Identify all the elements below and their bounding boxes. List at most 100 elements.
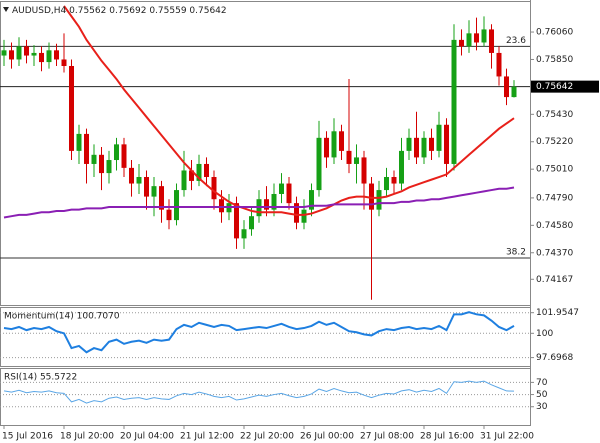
candle-body: [391, 177, 397, 184]
x-tick-label: 22 Jul 20:00: [240, 432, 294, 442]
candle-body: [354, 157, 359, 164]
last-open: 0.75562: [69, 6, 106, 16]
candle-body: [159, 186, 164, 210]
candle-body: [91, 154, 97, 164]
y-tick-label: 100: [536, 329, 553, 339]
candle-body: [376, 190, 382, 210]
candle-body: [346, 150, 352, 164]
candle-body: [204, 163, 209, 178]
indicator-title: Momentum(14) 100.7070: [4, 312, 120, 322]
y-tick-label: 0.76060: [536, 28, 573, 38]
candle-body: [406, 137, 412, 151]
x-tick-label: 20 Jul 04:00: [120, 432, 174, 442]
candle-body: [84, 133, 89, 164]
y-tick-label: 0.74580: [536, 221, 573, 231]
x-tick-label: 26 Jul 00:00: [300, 432, 354, 442]
last-low: 0.75559: [149, 6, 186, 16]
candle-body: [451, 39, 457, 164]
candle-body: [331, 131, 337, 158]
candle-body: [234, 203, 239, 239]
candle-body: [121, 144, 127, 168]
indicator-title: RSI(14) 55.5722: [4, 373, 77, 383]
y-tick-label: 0.75220: [536, 137, 573, 147]
x-tick-label: 21 Jul 12:00: [180, 432, 234, 442]
x-tick-label: 28 Jul 16:00: [420, 432, 474, 442]
candle-body: [39, 52, 44, 63]
x-tick-label: 15 Jul 2016: [2, 432, 53, 442]
y-tick-label: 0.75430: [536, 110, 573, 120]
y-tick-label: 0.74167: [536, 275, 573, 285]
candle-body: [421, 137, 427, 158]
candle-body: [211, 177, 217, 200]
candle-body: [181, 170, 187, 191]
candle-body: [114, 144, 119, 161]
candle-body: [189, 170, 194, 181]
candle-body: [474, 33, 479, 43]
candle-body: [144, 177, 149, 197]
y-tick-label: 101.9547: [536, 308, 579, 318]
candle-body: [399, 150, 404, 184]
candle-body: [466, 33, 472, 47]
candle-body: [31, 52, 37, 56]
candle-body: [46, 50, 52, 63]
candle-body: [324, 137, 329, 158]
candle-body: [99, 154, 104, 174]
x-tick-label: 18 Jul 20:00: [60, 432, 114, 442]
candle-body: [106, 160, 112, 174]
candle-body: [24, 46, 29, 56]
candle-body: [504, 76, 509, 98]
y-tick-label: 70: [536, 378, 548, 388]
candle-body: [316, 137, 322, 191]
candle-body: [369, 183, 374, 210]
x-tick-label: 27 Jul 08:00: [360, 432, 414, 442]
candle-body: [76, 133, 82, 151]
moving-average: [3, 186, 515, 219]
candle-body: [9, 50, 14, 60]
y-tick-label: 97.6968: [536, 353, 573, 363]
indicator-line: [3, 311, 515, 354]
price-label: 0.75642: [536, 82, 573, 92]
candle-body: [249, 216, 254, 230]
candle-body: [384, 177, 389, 191]
chart-title: AUDUSD,H4 0.75562 0.75692 0.75559 0.7564…: [12, 6, 227, 16]
candle-body: [429, 137, 434, 151]
candle-body: [301, 209, 307, 223]
candle-body: [414, 137, 419, 158]
candle-body: [1, 50, 7, 56]
candle-body: [174, 190, 179, 221]
candle-body: [339, 131, 344, 151]
candle-body: [196, 163, 202, 181]
candle-body: [151, 186, 157, 197]
y-tick-label: 30: [536, 402, 548, 412]
indicator-line: [3, 380, 515, 404]
y-tick-label: 50: [536, 390, 548, 400]
moving-average: [63, 5, 515, 216]
panel-frame: [0, 1, 531, 306]
candle-body: [61, 59, 67, 66]
candle-body: [129, 167, 134, 184]
candle-body: [459, 39, 464, 47]
last-close: 0.75642: [189, 6, 226, 16]
candle-body: [286, 183, 292, 204]
candle-body: [489, 29, 494, 53]
candle-body: [16, 46, 22, 60]
candle-body: [481, 29, 487, 43]
level-label: 23.6: [506, 36, 526, 46]
y-tick-label: 0.75010: [536, 165, 573, 175]
candle-body: [54, 50, 59, 60]
candle-body: [166, 209, 172, 221]
candle-body: [444, 124, 449, 164]
candle-body: [361, 157, 367, 184]
last-high: 0.75692: [109, 6, 146, 16]
title-marker: [3, 7, 9, 12]
price-box: [531, 80, 599, 93]
y-tick-label: 0.74370: [536, 248, 573, 258]
panel-frame: [0, 368, 531, 426]
candle-body: [136, 177, 142, 184]
candle-body: [496, 52, 502, 77]
y-tick-label: 0.74790: [536, 193, 573, 203]
candle-body: [511, 86, 517, 98]
candle-body: [219, 199, 224, 213]
x-tick-label: 31 Jul 22:00: [480, 432, 534, 442]
